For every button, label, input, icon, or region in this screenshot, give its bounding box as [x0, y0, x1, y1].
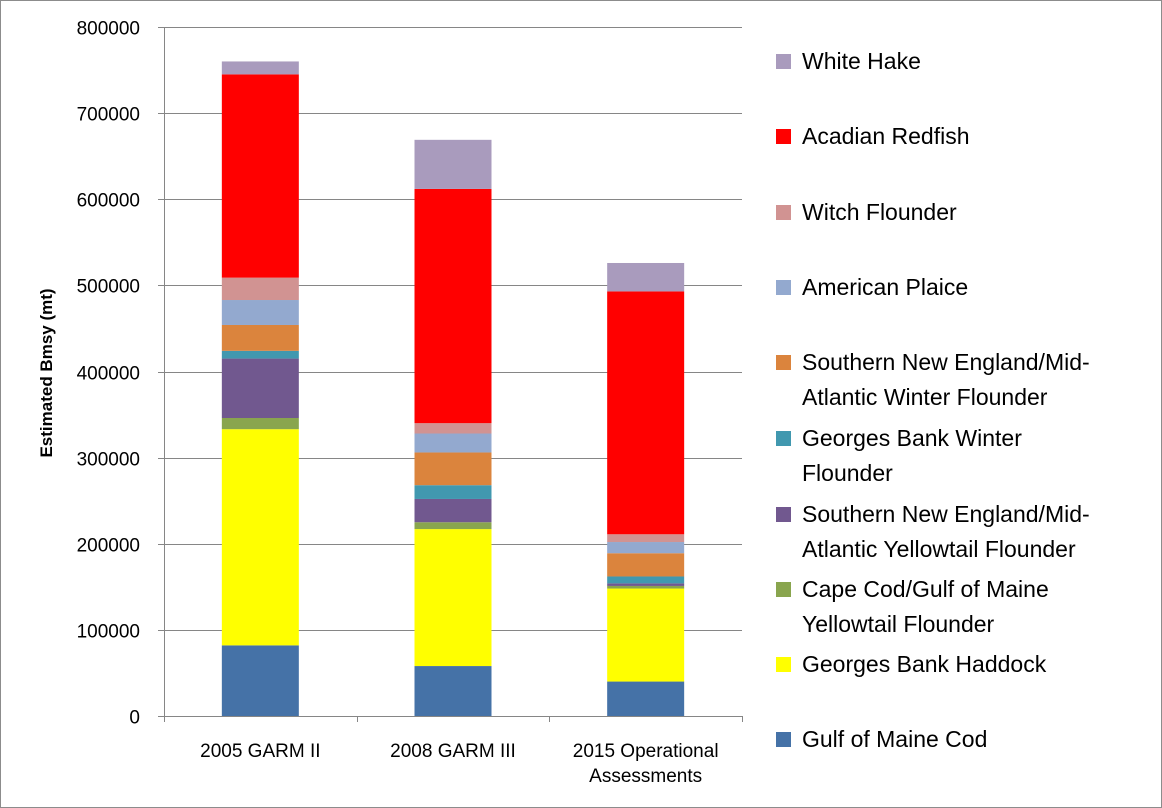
- legend-swatch: [776, 657, 791, 672]
- y-tick-label: 200000: [77, 536, 140, 557]
- legend-swatch: [776, 54, 791, 69]
- legend-label: Georges Bank Haddock: [802, 651, 1047, 677]
- bar-segment: [607, 291, 685, 535]
- legend-item: Acadian Redfish: [776, 123, 970, 149]
- legend-label-line: Southern New England/Mid-: [802, 501, 1090, 527]
- y-tick-labels: 0 100000 200000 300000 400000 500000 600000 700…: [77, 19, 140, 729]
- x-category-label: 2015 Operational Assessments: [573, 741, 719, 787]
- bar-segment: [221, 350, 299, 359]
- legend-item: Georges Bank Haddock: [776, 651, 1047, 677]
- x-category-label: 2005 GARM II: [200, 741, 320, 762]
- bar-segment: [221, 429, 299, 646]
- bar-segment: [414, 452, 492, 486]
- bar-segment: [607, 542, 685, 554]
- legend-swatch: [776, 732, 791, 747]
- legend-swatch: [776, 582, 791, 597]
- bar-segment: [221, 300, 299, 325]
- legend-label-line: Georges Bank Haddock: [802, 651, 1047, 677]
- bar-segment: [221, 324, 299, 351]
- x-category-label: 2008 GARM III: [390, 741, 516, 762]
- legend-label-line: Southern New England/Mid-: [802, 349, 1090, 375]
- y-tick-label: 700000: [77, 105, 140, 126]
- legend-label: Southern New England/Mid- Atlantic Winter…: [802, 349, 1090, 410]
- legend-label: Witch Flounder: [802, 199, 957, 225]
- bar-segment: [607, 576, 685, 584]
- legend-label: Acadian Redfish: [802, 123, 970, 149]
- legend-item: Cape Cod/Gulf of Maine Yellowtail Flounde…: [776, 576, 1049, 637]
- legend-item: Southern New England/Mid- Atlantic Winter…: [776, 349, 1090, 410]
- legend: White Hake Acadian Redfish Witch Flounder A…: [776, 48, 1090, 752]
- bar-segment: [221, 74, 299, 278]
- legend-label-line: Acadian Redfish: [802, 123, 970, 149]
- bar-segment: [414, 188, 492, 424]
- legend-item: Gulf of Maine Cod: [776, 726, 987, 752]
- bar-segment: [607, 262, 685, 292]
- legend-label-line: Gulf of Maine Cod: [802, 726, 987, 752]
- legend-item: Georges Bank Winter Flounder: [776, 425, 1022, 486]
- legend-label-line: Witch Flounder: [802, 199, 957, 225]
- x-category-labels: 2005 GARM II 2008 GARM III 2015 Operationa…: [200, 741, 718, 787]
- bar-segment: [414, 529, 492, 667]
- y-tick-label: 500000: [77, 277, 140, 298]
- legend-swatch: [776, 129, 791, 144]
- legend-item: Witch Flounder: [776, 199, 957, 225]
- legend-swatch: [776, 431, 791, 446]
- y-tick-label: 0: [129, 708, 140, 729]
- bar-segment: [414, 666, 492, 716]
- bar-segment: [414, 423, 492, 434]
- legend-label: Cape Cod/Gulf of Maine Yellowtail Flounde…: [802, 576, 1049, 637]
- legend-label-line: Georges Bank Winter: [802, 425, 1022, 451]
- legend-label: White Hake: [802, 48, 921, 74]
- legend-item: American Plaice: [776, 274, 968, 300]
- legend-label-line: American Plaice: [802, 274, 968, 300]
- bar-segment: [607, 588, 685, 682]
- x-category-label-line: 2008 GARM III: [390, 741, 516, 762]
- bar-segment: [221, 358, 299, 419]
- bar-segment: [607, 583, 685, 586]
- y-tick-label: 300000: [77, 450, 140, 471]
- y-tick-label: 100000: [77, 622, 140, 643]
- bars: [221, 61, 685, 716]
- y-tick-label: 400000: [77, 364, 140, 385]
- legend-swatch: [776, 205, 791, 220]
- bar-segment: [414, 522, 492, 530]
- y-axis-title: Estimated Bmsy (mt): [37, 288, 56, 457]
- x-category-label-line: 2005 GARM II: [200, 741, 320, 762]
- y-tick-label: 600000: [77, 191, 140, 212]
- legend-item: Southern New England/Mid- Atlantic Yellow…: [776, 501, 1090, 562]
- legend-label: Southern New England/Mid- Atlantic Yellow…: [802, 501, 1090, 562]
- legend-label-line: Yellowtail Flounder: [802, 611, 995, 637]
- legend-label: American Plaice: [802, 274, 968, 300]
- bar-segment: [221, 645, 299, 716]
- bar-segment: [607, 585, 685, 589]
- bar-segment: [414, 139, 492, 189]
- bar-segment: [414, 485, 492, 499]
- legend-label-line: Atlantic Yellowtail Flounder: [802, 536, 1076, 562]
- bar-segment: [607, 534, 685, 543]
- axes: [158, 27, 743, 722]
- legend-swatch: [776, 280, 791, 295]
- y-tick-label: 800000: [77, 19, 140, 40]
- legend-label: Gulf of Maine Cod: [802, 726, 987, 752]
- bar-segment: [607, 553, 685, 577]
- x-category-label-line: 2015 Operational: [573, 741, 719, 762]
- legend-item: White Hake: [776, 48, 921, 74]
- bar-segment: [221, 61, 299, 75]
- bar-segment: [221, 418, 299, 430]
- legend-label-line: White Hake: [802, 48, 921, 74]
- legend-label-line: Atlantic Winter Flounder: [802, 384, 1048, 410]
- legend-label-line: Cape Cod/Gulf of Maine: [802, 576, 1049, 602]
- bar-segment: [414, 433, 492, 453]
- legend-swatch: [776, 507, 791, 522]
- legend-label: Georges Bank Winter Flounder: [802, 425, 1022, 486]
- bar-segment: [414, 498, 492, 523]
- bar-segment: [607, 681, 685, 716]
- bar-segment: [221, 277, 299, 301]
- legend-swatch: [776, 355, 791, 370]
- x-category-label-line: Assessments: [589, 766, 702, 787]
- legend-label-line: Flounder: [802, 460, 893, 486]
